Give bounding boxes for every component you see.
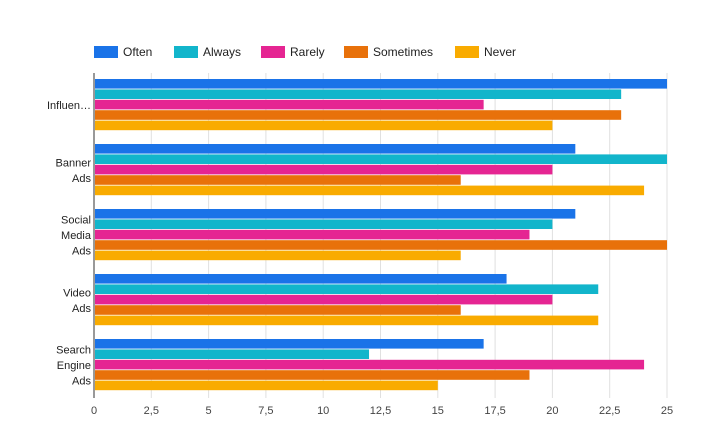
category-label: Media bbox=[61, 230, 92, 242]
x-tick-label: 22,5 bbox=[599, 405, 620, 417]
bar-rarely bbox=[95, 164, 553, 175]
bar-always bbox=[95, 284, 599, 294]
legend-swatch bbox=[94, 46, 118, 58]
legend-swatch bbox=[344, 46, 368, 58]
x-tick-label: 5 bbox=[206, 405, 212, 417]
x-tick-label: 12,5 bbox=[370, 405, 391, 417]
bar-sometimes bbox=[95, 370, 530, 380]
category-label: Engine bbox=[57, 360, 91, 372]
legend-label: Always bbox=[203, 45, 241, 59]
bar-often bbox=[95, 274, 507, 284]
bar-rarely bbox=[95, 99, 484, 110]
bar-never bbox=[95, 250, 461, 261]
category-label: Ads bbox=[72, 246, 91, 258]
bar-never bbox=[95, 315, 599, 326]
x-axis: 0 2,5 5 7,5 10 12,5 15 17,5 20 22,5 25 bbox=[91, 405, 673, 417]
x-tick-label: 15 bbox=[432, 405, 444, 417]
legend: Often Always Rarely Sometimes Never bbox=[94, 45, 516, 59]
x-tick-label: 2,5 bbox=[144, 405, 159, 417]
category-label: Banner bbox=[56, 157, 92, 169]
legend-item: Sometimes bbox=[344, 45, 433, 59]
legend-label: Rarely bbox=[290, 45, 325, 59]
x-tick-label: 17,5 bbox=[484, 405, 505, 417]
bar-rarely bbox=[95, 359, 645, 370]
x-tick-label: 10 bbox=[317, 405, 329, 417]
bar-often bbox=[95, 339, 484, 349]
bar-always bbox=[95, 349, 370, 359]
legend-swatch bbox=[455, 46, 479, 58]
x-tick-label: 25 bbox=[661, 405, 673, 417]
legend-label: Sometimes bbox=[373, 45, 433, 59]
category-label: Influen… bbox=[47, 100, 91, 112]
category-labels: Influen… Banner Ads Social Media Ads Video Ads S… bbox=[47, 100, 92, 388]
bar-rarely bbox=[95, 294, 553, 305]
legend-swatch bbox=[261, 46, 285, 58]
bar-never bbox=[95, 380, 438, 391]
bars bbox=[95, 79, 667, 391]
category-label: Video bbox=[63, 287, 91, 299]
bar-sometimes bbox=[95, 305, 461, 315]
x-tick-label: 0 bbox=[91, 405, 97, 417]
bar-often bbox=[95, 144, 576, 154]
bar-often bbox=[95, 209, 576, 219]
legend-item: Often bbox=[94, 45, 152, 59]
legend-swatch bbox=[174, 46, 198, 58]
category-label: Ads bbox=[72, 303, 91, 315]
bar-never bbox=[95, 185, 645, 196]
bar-never bbox=[95, 120, 553, 131]
x-tick-label: 7,5 bbox=[258, 405, 273, 417]
bar-sometimes bbox=[95, 240, 667, 250]
bar-always bbox=[95, 154, 667, 164]
bar-always bbox=[95, 89, 622, 99]
bar-sometimes bbox=[95, 175, 461, 185]
legend-label: Never bbox=[484, 45, 516, 59]
legend-item: Rarely bbox=[261, 45, 325, 59]
bar-sometimes bbox=[95, 110, 622, 120]
category-label: Search bbox=[56, 345, 91, 357]
category-label: Social bbox=[61, 215, 91, 227]
category-label: Ads bbox=[72, 173, 91, 185]
legend-label: Often bbox=[123, 45, 152, 59]
legend-item: Never bbox=[455, 45, 516, 59]
x-tick-label: 20 bbox=[546, 405, 558, 417]
category-label: Ads bbox=[72, 376, 91, 388]
bar-always bbox=[95, 219, 553, 229]
bar-often bbox=[95, 79, 667, 89]
legend-item: Always bbox=[174, 45, 241, 59]
bar-rarely bbox=[95, 229, 530, 240]
